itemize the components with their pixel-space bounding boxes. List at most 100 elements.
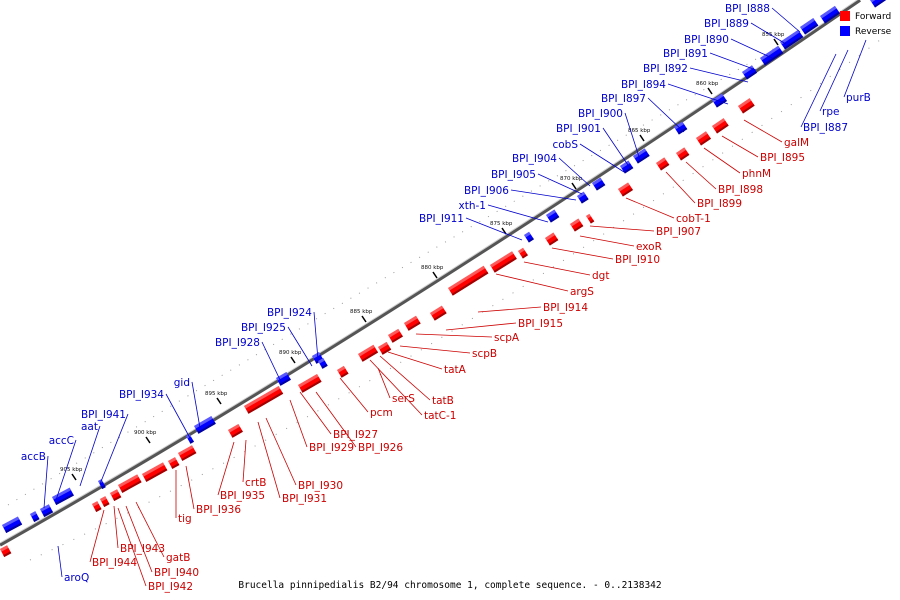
- gene-label-pcm[interactable]: pcm: [370, 407, 393, 419]
- gene-label-bpi-i927[interactable]: BPI_I927: [333, 429, 378, 441]
- gene-label-bpi-i942[interactable]: BPI_I942: [148, 581, 193, 593]
- gene-label-bpi-i894[interactable]: BPI_I894: [621, 79, 666, 91]
- gene-label-bpi-i905[interactable]: BPI_I905: [491, 169, 536, 181]
- gene-label-aat[interactable]: aat: [81, 421, 98, 433]
- leader-line: [743, 119, 783, 143]
- gene-label-bpi-i931[interactable]: BPI_I931: [282, 493, 327, 505]
- gene-label-cobs[interactable]: cobS: [552, 139, 578, 151]
- gene-label-tatb[interactable]: tatB: [432, 395, 454, 407]
- gene-label-bpi-i940[interactable]: BPI_I940: [154, 567, 199, 579]
- forward-gene-block: [244, 386, 284, 414]
- gene-label-sers[interactable]: serS: [392, 393, 415, 405]
- leader-line: [185, 465, 195, 510]
- gene-label-tata[interactable]: tatA: [444, 364, 467, 376]
- legend-reverse-label: Reverse: [855, 27, 892, 37]
- reverse-gene-block: [40, 504, 54, 517]
- gene-label-gid[interactable]: gid: [174, 377, 190, 389]
- forward-gene-block: [712, 118, 729, 134]
- tick-label: 890 kbp: [279, 350, 302, 356]
- gene-label-bpi-i929[interactable]: BPI_I929: [309, 442, 354, 454]
- gene-label-dgt[interactable]: dgt: [592, 270, 609, 282]
- forward-gene-block: [0, 545, 12, 557]
- tick-mark: [571, 182, 577, 190]
- gene-label-bpi-i925[interactable]: BPI_I925: [241, 322, 286, 334]
- gene-label-args[interactable]: argS: [570, 286, 594, 298]
- gene-label-tatc-1[interactable]: tatC-1: [424, 410, 456, 422]
- tick-label: 895 kbp: [205, 391, 228, 397]
- gene-label-bpi-i892[interactable]: BPI_I892: [643, 63, 688, 75]
- leader-line: [299, 391, 332, 435]
- gene-label-bpi-i890[interactable]: BPI_I890: [684, 34, 729, 46]
- gene-label-bpi-i888[interactable]: BPI_I888: [725, 3, 770, 15]
- gene-label-accb[interactable]: accB: [21, 451, 46, 463]
- forward-gene-block: [448, 265, 489, 296]
- forward-gene-block: [656, 157, 670, 171]
- gene-layer: [0, 0, 887, 557]
- gene-label-bpi-i943[interactable]: BPI_I943: [120, 543, 165, 555]
- gene-label-bpi-i895[interactable]: BPI_I895: [760, 152, 805, 164]
- gene-label-bpi-i910[interactable]: BPI_I910: [615, 254, 660, 266]
- gene-label-galm[interactable]: galM: [784, 137, 809, 149]
- forward-gene-block: [228, 424, 243, 438]
- forward-gene-block: [696, 131, 711, 146]
- gene-label-bpi-i891[interactable]: BPI_I891: [663, 48, 708, 60]
- tick-label: 900 kbp: [134, 430, 157, 436]
- gene-label-bpi-i914[interactable]: BPI_I914: [543, 302, 588, 314]
- tick-mark: [71, 473, 77, 481]
- gene-label-bpi-i911[interactable]: BPI_I911: [419, 213, 464, 225]
- gene-label-exor[interactable]: exoR: [636, 241, 662, 253]
- leader-line: [624, 112, 641, 161]
- gene-label-gatb[interactable]: gatB: [166, 552, 190, 564]
- forward-gene-block: [358, 344, 379, 362]
- leader-line: [265, 417, 297, 486]
- gene-label-bpi-i887[interactable]: BPI_I887: [803, 122, 848, 134]
- leader-line: [771, 7, 801, 33]
- gene-label-bpi-i901[interactable]: BPI_I901: [556, 123, 601, 135]
- tick-mark: [432, 271, 438, 279]
- gene-label-bpi-i928[interactable]: BPI_I928: [215, 337, 260, 349]
- gene-label-tig[interactable]: tig: [178, 513, 192, 525]
- leader-line: [800, 53, 837, 128]
- tick-layer: 855 kbp 860 kbp 865 kbp 870 kbp 875 kbp 880 k…: [60, 32, 785, 481]
- gene-label-bpi-i904[interactable]: BPI_I904: [512, 153, 557, 165]
- gene-label-bpi-i941[interactable]: BPI_I941: [81, 409, 126, 421]
- gene-label-bpi-i936[interactable]: BPI_I936: [196, 504, 241, 516]
- gene-label-bpi-i934[interactable]: BPI_I934: [119, 389, 164, 401]
- gene-label-crtb[interactable]: crtB: [245, 477, 266, 489]
- leader-line: [165, 393, 191, 439]
- gene-label-purb[interactable]: purB: [846, 92, 871, 104]
- gene-label-bpi-i944[interactable]: BPI_I944: [92, 557, 137, 569]
- gene-label-bpi-i889[interactable]: BPI_I889: [704, 18, 749, 30]
- gene-label-bpi-i924[interactable]: BPI_I924: [267, 307, 312, 319]
- forward-gene-block: [388, 328, 403, 343]
- gene-label-bpi-i897[interactable]: BPI_I897: [601, 93, 646, 105]
- gene-label-rpe[interactable]: rpe: [822, 106, 839, 118]
- leader-line: [477, 306, 542, 313]
- leader-line: [843, 39, 867, 98]
- gene-label-bpi-i926[interactable]: BPI_I926: [358, 442, 403, 454]
- gene-label-xth-1[interactable]: xth-1: [459, 200, 486, 212]
- gene-label-bpi-i915[interactable]: BPI_I915: [518, 318, 563, 330]
- gene-label-scpb[interactable]: scpB: [472, 348, 497, 360]
- label-layer: BPI_I888 BPI_I889 BPI_I890 BPI_I891 BPI_I892…: [21, 3, 871, 593]
- gene-label-cobt-1[interactable]: cobT-1: [676, 213, 711, 225]
- tick-mark: [639, 134, 645, 142]
- gene-label-bpi-i899[interactable]: BPI_I899: [697, 198, 742, 210]
- gene-label-bpi-i907[interactable]: BPI_I907: [656, 226, 701, 238]
- gene-label-bpi-i930[interactable]: BPI_I930: [298, 480, 343, 492]
- gene-label-bpi-i900[interactable]: BPI_I900: [578, 108, 623, 120]
- forward-gene-block: [618, 182, 633, 197]
- gene-label-scpa[interactable]: scpA: [494, 332, 520, 344]
- gene-label-accc[interactable]: accC: [49, 435, 74, 447]
- leader-line: [387, 351, 443, 370]
- gene-label-bpi-i906[interactable]: BPI_I906: [464, 185, 509, 197]
- leader-line: [602, 127, 631, 169]
- gene-label-aroq[interactable]: aroQ: [64, 572, 89, 584]
- gene-label-bpi-i898[interactable]: BPI_I898: [718, 184, 763, 196]
- gene-label-phnm[interactable]: phnM: [742, 168, 771, 180]
- leader-line: [43, 455, 49, 509]
- leader-line: [135, 501, 165, 558]
- forward-gene-block: [337, 365, 349, 378]
- gene-label-bpi-i935[interactable]: BPI_I935: [220, 490, 265, 502]
- forward-gene-block: [298, 374, 322, 393]
